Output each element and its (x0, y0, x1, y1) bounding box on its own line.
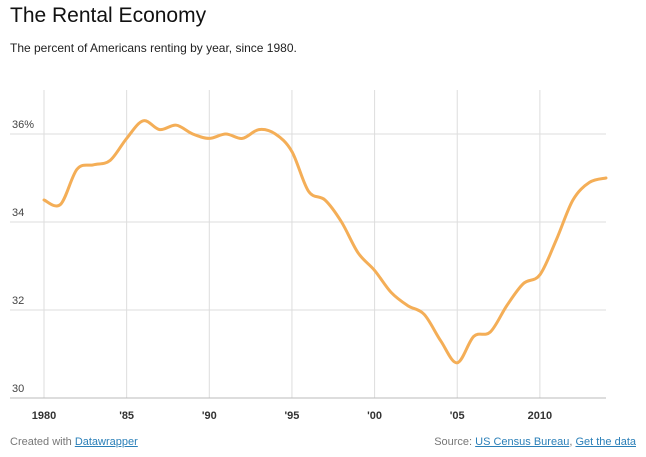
footer-source: Source: US Census Bureau, Get the data (434, 436, 636, 448)
chart-title: The Rental Economy (10, 4, 207, 27)
y-tick-label: 36% (12, 119, 34, 131)
footer-credit: Created with Datawrapper (10, 436, 138, 448)
y-tick-label: 30 (12, 383, 24, 395)
created-with-text: Created with (10, 436, 75, 448)
source-separator: , (569, 436, 576, 448)
y-tick-label: 32 (12, 295, 24, 307)
x-tick-label: '05 (450, 410, 465, 422)
get-data-link[interactable]: Get the data (575, 436, 636, 448)
datawrapper-link[interactable]: Datawrapper (74, 436, 138, 448)
x-tick-label: 1980 (32, 410, 56, 422)
x-tick-label: '85 (119, 410, 134, 422)
source-prefix-text: Source: (434, 436, 476, 448)
x-tick-label: 2010 (528, 410, 552, 422)
x-tick-label: '90 (202, 410, 217, 422)
x-tick-label: '00 (367, 410, 382, 422)
series-line (42, 119, 608, 365)
y-tick-label: 34 (12, 207, 24, 219)
chart-subtitle: The percent of Americans renting by year… (10, 41, 297, 55)
source-link[interactable]: US Census Bureau (475, 436, 570, 448)
x-tick-label: '95 (285, 410, 300, 422)
